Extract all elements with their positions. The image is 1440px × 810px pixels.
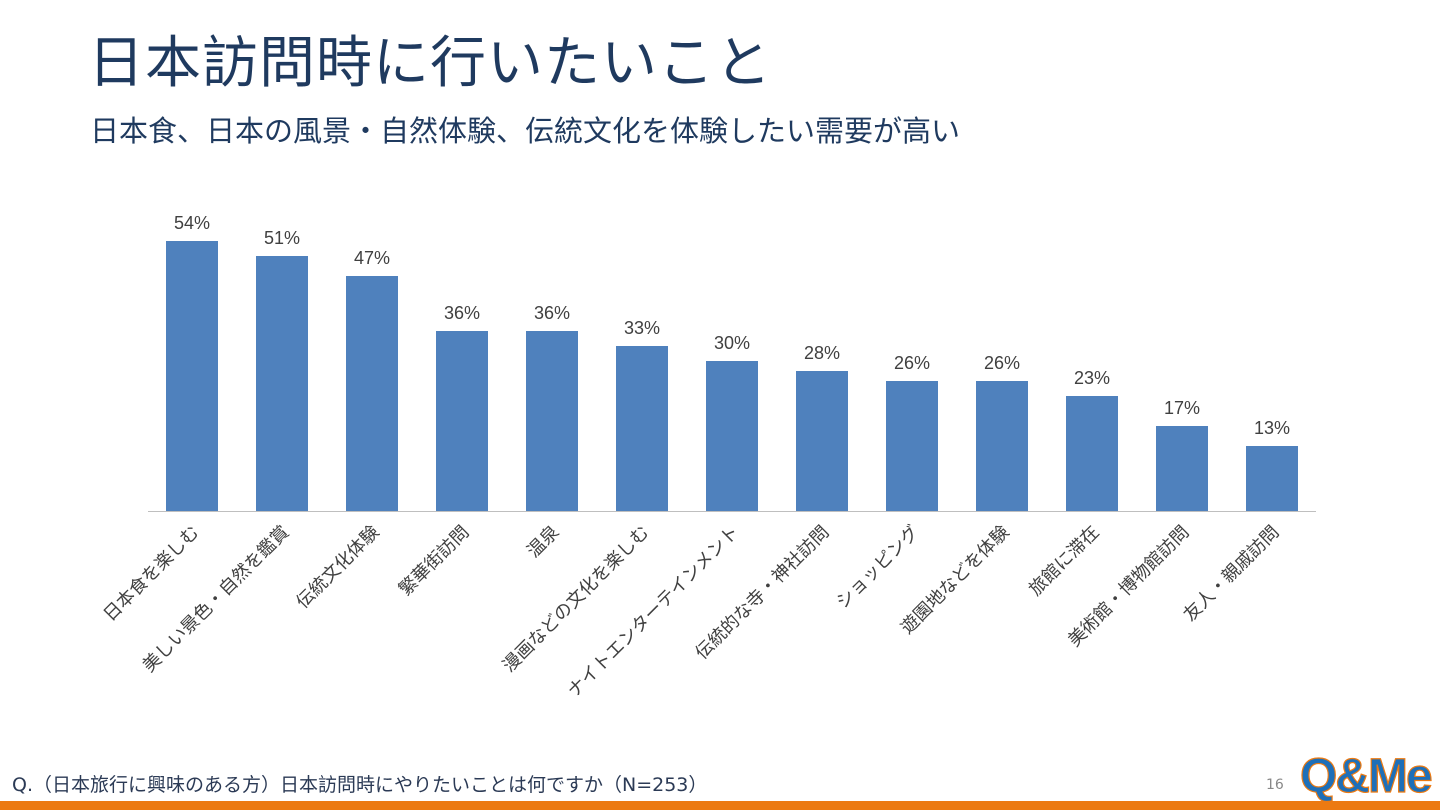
category-label-0: 日本食を楽しむ bbox=[100, 522, 204, 626]
bar-7 bbox=[796, 371, 848, 511]
bar-11 bbox=[1156, 426, 1208, 511]
category-label-3: 繁華街訪問 bbox=[395, 522, 473, 600]
bar-chart: 54% 日本食を楽しむ 51% 美しい景色・自然を鑑賞 47% 伝統文化体験 36% 繁華街訪… bbox=[100, 213, 1316, 702]
data-label-3: 36% bbox=[444, 303, 480, 323]
category-label-4: 温泉 bbox=[523, 522, 563, 562]
data-label-10: 23% bbox=[1074, 368, 1110, 388]
category-label-2: 伝統文化体験 bbox=[292, 522, 383, 613]
survey-question-footnote: Q.（日本旅行に興味のある方）日本訪問時にやりたいことは何ですか（N=253） bbox=[12, 774, 708, 796]
bar-9 bbox=[976, 381, 1028, 511]
bar-1 bbox=[256, 256, 308, 511]
bottom-accent-bar bbox=[0, 801, 1440, 810]
category-label-1: 美しい景色・自然を鑑賞 bbox=[139, 522, 294, 677]
category-label-10: 旅館に滞在 bbox=[1025, 522, 1103, 600]
bar-6 bbox=[706, 361, 758, 511]
data-label-0: 54% bbox=[174, 213, 210, 233]
category-label-12: 友人・親戚訪問 bbox=[1180, 522, 1284, 626]
qme-logo: Q&Me bbox=[1299, 749, 1434, 802]
bar-2 bbox=[346, 276, 398, 511]
data-label-9: 26% bbox=[984, 353, 1020, 373]
category-label-5: 漫画などの文化を楽しむ bbox=[499, 522, 654, 677]
bar-0 bbox=[166, 241, 218, 511]
data-label-7: 28% bbox=[804, 343, 840, 363]
data-label-8: 26% bbox=[894, 353, 930, 373]
data-label-6: 30% bbox=[714, 333, 750, 353]
data-label-2: 47% bbox=[354, 248, 390, 268]
data-label-11: 17% bbox=[1164, 398, 1200, 418]
page-title: 日本訪問時に行いたいこと bbox=[88, 31, 772, 96]
data-label-12: 13% bbox=[1254, 418, 1290, 438]
bar-5 bbox=[616, 346, 668, 511]
data-label-4: 36% bbox=[534, 303, 570, 323]
page-subtitle: 日本食、日本の風景・自然体験、伝統文化を体験したい需要が高い bbox=[90, 114, 961, 148]
logo-text: Q&Me bbox=[1300, 750, 1432, 802]
bar-8 bbox=[886, 381, 938, 511]
bar-3 bbox=[436, 331, 488, 511]
category-label-6: ナイトエンターテインメント bbox=[564, 522, 744, 702]
bar-10 bbox=[1066, 396, 1118, 511]
bar-4 bbox=[526, 331, 578, 511]
data-label-1: 51% bbox=[264, 228, 300, 248]
category-label-8: ショッピング bbox=[832, 522, 923, 613]
page-number: 16 bbox=[1266, 777, 1284, 793]
bar-12 bbox=[1246, 446, 1298, 511]
data-label-5: 33% bbox=[624, 318, 660, 338]
